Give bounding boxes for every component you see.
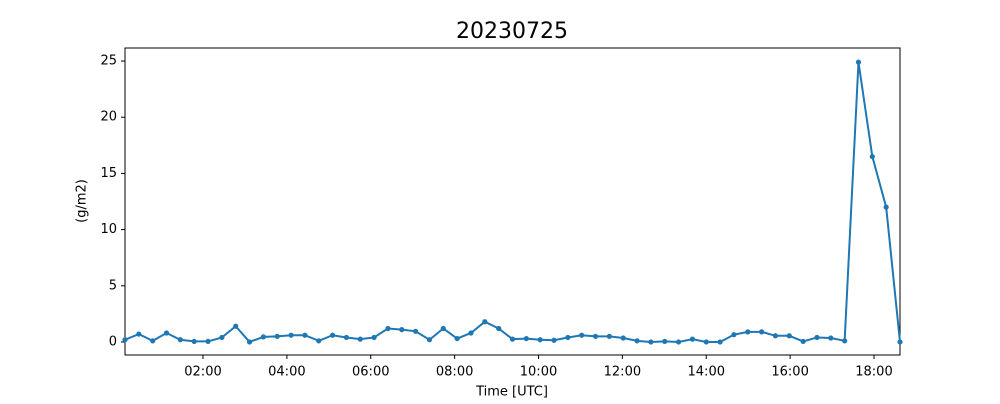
data-point	[897, 339, 903, 345]
data-point	[828, 335, 834, 341]
data-point	[288, 332, 294, 338]
data-point	[537, 337, 543, 343]
data-point	[385, 325, 391, 332]
data-point	[496, 325, 502, 332]
y-tick-label: 25	[100, 54, 117, 69]
data-point	[869, 153, 875, 160]
data-point	[468, 330, 474, 336]
x-tick-label: 18:00	[855, 365, 892, 380]
x-tick-label: 10:00	[520, 365, 557, 380]
y-tick-label: 15	[100, 166, 117, 181]
data-point	[634, 338, 640, 344]
data-point	[191, 338, 197, 345]
data-point	[662, 338, 668, 345]
x-tick-label: 12:00	[604, 365, 641, 380]
y-axis-label: (g/m2)	[75, 179, 90, 223]
x-tick-label: 02:00	[184, 365, 221, 380]
data-point	[606, 333, 612, 339]
data-point	[177, 337, 183, 343]
data-point	[772, 333, 779, 339]
data-point	[482, 319, 488, 325]
x-tick-label: 06:00	[352, 365, 389, 380]
data-point	[648, 339, 654, 345]
data-point	[717, 339, 723, 345]
data-point	[689, 336, 696, 342]
data-point	[205, 338, 211, 345]
data-point	[786, 333, 792, 339]
x-tick-label: 04:00	[268, 365, 305, 380]
data-point	[551, 337, 557, 343]
data-point	[357, 336, 363, 342]
data-point	[814, 334, 820, 341]
data-point	[150, 338, 156, 344]
data-point	[620, 335, 626, 341]
data-point	[759, 329, 765, 335]
x-axis-label: Time [UTC]	[475, 385, 548, 400]
plot-frame	[124, 47, 901, 356]
data-point	[440, 325, 446, 332]
data-point	[523, 335, 529, 342]
data-point	[246, 339, 253, 345]
data-point	[233, 323, 239, 329]
data-point	[731, 332, 737, 338]
data-point	[122, 337, 128, 343]
data-point	[316, 338, 322, 344]
data-point	[454, 335, 460, 342]
y-tick-label: 10	[100, 222, 117, 237]
data-point	[274, 333, 280, 339]
data-point	[842, 338, 848, 344]
data-point	[302, 332, 308, 338]
data-point	[592, 333, 599, 339]
data-point	[800, 338, 806, 345]
data-point	[413, 328, 419, 334]
y-tick-label: 5	[109, 278, 117, 293]
y-tick-label: 20	[100, 110, 117, 125]
x-tick-label: 14:00	[688, 365, 725, 380]
data-point	[329, 332, 336, 338]
data-point	[260, 334, 266, 340]
chart-title: 20230725	[456, 19, 568, 44]
data-point	[219, 334, 225, 341]
data-point	[703, 339, 709, 345]
data-point	[399, 327, 405, 333]
data-point	[426, 337, 433, 343]
data-point	[343, 334, 350, 341]
series-line	[124, 62, 901, 344]
data-point	[565, 334, 571, 341]
data-point	[883, 204, 889, 210]
y-tick-label: 0	[109, 334, 117, 349]
data-point	[509, 336, 516, 342]
data-point	[579, 332, 585, 338]
data-point	[163, 330, 170, 336]
x-tick-label: 16:00	[771, 365, 808, 380]
data-point	[371, 334, 377, 341]
data-point	[855, 59, 862, 65]
data-point	[136, 331, 142, 337]
x-tick-label: 08:00	[436, 365, 473, 380]
data-point	[745, 329, 751, 335]
data-point	[675, 339, 682, 345]
